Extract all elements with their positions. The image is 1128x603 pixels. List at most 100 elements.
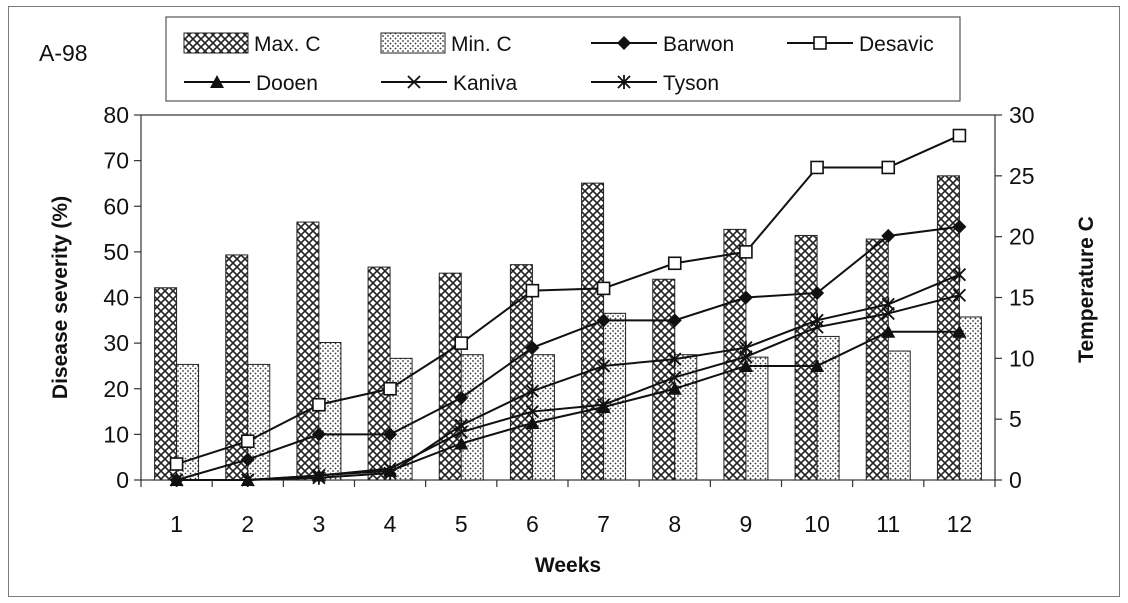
point-barwon (525, 340, 540, 355)
bar-max-c (581, 182, 605, 481)
y-tick-label: 0 (116, 467, 129, 493)
point-dooen (525, 415, 540, 429)
x-tick-label: 9 (740, 511, 753, 537)
point-tyson (596, 358, 611, 373)
bar-max-c (367, 266, 391, 481)
y-tick-label: 40 (103, 285, 129, 311)
point-dooen (810, 358, 825, 372)
point-desavic (881, 160, 896, 175)
bar-max-c (936, 175, 960, 481)
point-dooen (667, 381, 682, 395)
legend-swatch-max-c (183, 32, 249, 54)
point-desavic (454, 336, 469, 350)
legend: Max. C Min. C Barwon Desavic Dooen Kaniva Tyso… (165, 16, 961, 102)
line-dooen (176, 330, 960, 481)
point-dooen (738, 358, 753, 372)
point-desavic (525, 283, 540, 298)
point-desavic (383, 381, 397, 396)
x-axis-title: Weeks (535, 554, 601, 577)
x-tick-label: 11 (876, 511, 900, 537)
point-barwon (596, 313, 611, 328)
x-tick-label: 6 (526, 511, 539, 537)
point-desavic (596, 281, 611, 296)
legend-label: Dooen (256, 72, 318, 95)
point-barwon (810, 285, 825, 300)
y2-tick-label: 5 (1009, 406, 1022, 432)
panel-label: A-98 (39, 40, 88, 66)
legend-label: Tyson (663, 72, 719, 95)
point-desavic (810, 160, 824, 175)
y-tick-label: 10 (103, 421, 129, 447)
legend-label: Max. C (254, 33, 321, 56)
x-tick-label: 7 (597, 511, 610, 537)
point-desavic (739, 245, 753, 259)
point-tyson (312, 470, 326, 485)
x-tick-label: 5 (455, 511, 468, 537)
y-tick-label: 30 (103, 330, 129, 356)
legend-marker-kaniva (407, 75, 421, 89)
point-barwon (952, 219, 967, 234)
line-tyson (176, 273, 960, 481)
x-tick-label: 2 (241, 511, 254, 537)
legend-label: Kaniva (453, 72, 518, 95)
point-tyson (668, 352, 682, 367)
legend-label: Min. C (451, 33, 512, 56)
point-tyson (169, 473, 184, 487)
chart-frame: 0 10 20 30 40 50 60 70 80 0 5 10 15 20 25 30 1 2 3 4 5 6 7 8 9 10… (8, 6, 1120, 597)
bar-min-c (531, 354, 555, 481)
y2-tick-label: 25 (1009, 163, 1035, 189)
x-tick-label: 3 (313, 511, 326, 537)
point-dooen (952, 324, 967, 338)
line-kaniva (176, 294, 960, 481)
point-kaniva (952, 288, 967, 302)
point-barwon (881, 228, 896, 243)
point-barwon (311, 427, 326, 442)
bar-min-c (745, 356, 769, 481)
legend-marker-desavic (813, 36, 827, 50)
point-tyson (739, 340, 753, 355)
point-tyson (241, 473, 255, 487)
point-desavic (240, 434, 255, 449)
bar-max-c (154, 287, 178, 481)
point-barwon (240, 452, 255, 467)
point-desavic (952, 128, 967, 143)
y-axis-title: Disease severity (%) (49, 196, 72, 399)
legend-marker-tyson (617, 75, 631, 89)
point-tyson (810, 313, 824, 328)
bar-max-c (794, 234, 818, 481)
bar-max-c (865, 238, 889, 481)
point-tyson (454, 418, 468, 433)
y2-tick-label: 30 (1009, 102, 1035, 128)
bar-min-c (816, 335, 840, 481)
y-tick-label: 70 (103, 148, 129, 174)
legend-marker-dooen (210, 75, 224, 88)
line-barwon (176, 225, 960, 481)
point-desavic (169, 457, 184, 471)
point-kaniva (525, 404, 540, 419)
legend-label: Desavic (859, 33, 934, 56)
point-desavic (312, 397, 326, 412)
point-tyson (383, 466, 397, 481)
point-tyson (952, 267, 967, 282)
x-tick-label: 4 (384, 511, 397, 537)
x-tick-label: 12 (947, 511, 973, 537)
point-barwon (738, 290, 753, 305)
x-tick-label: 10 (804, 511, 830, 537)
x-tick-label: 1 (170, 511, 183, 537)
y-tick-label: 60 (103, 193, 129, 219)
y2-tick-label: 0 (1009, 467, 1022, 493)
point-dooen (881, 324, 896, 338)
point-kaniva (668, 370, 682, 384)
y-tick-label: 50 (103, 239, 129, 265)
point-dooen (596, 400, 611, 413)
y2-tick-label: 15 (1009, 285, 1035, 311)
y2-tick-label: 10 (1009, 345, 1035, 371)
legend-marker-barwon (617, 36, 631, 50)
x-tick-label: 8 (668, 511, 681, 537)
point-desavic (667, 256, 682, 271)
y2-tick-label: 20 (1009, 224, 1035, 250)
point-barwon (383, 427, 398, 442)
y-tick-label: 20 (103, 376, 129, 402)
bar-min-c (887, 350, 911, 481)
